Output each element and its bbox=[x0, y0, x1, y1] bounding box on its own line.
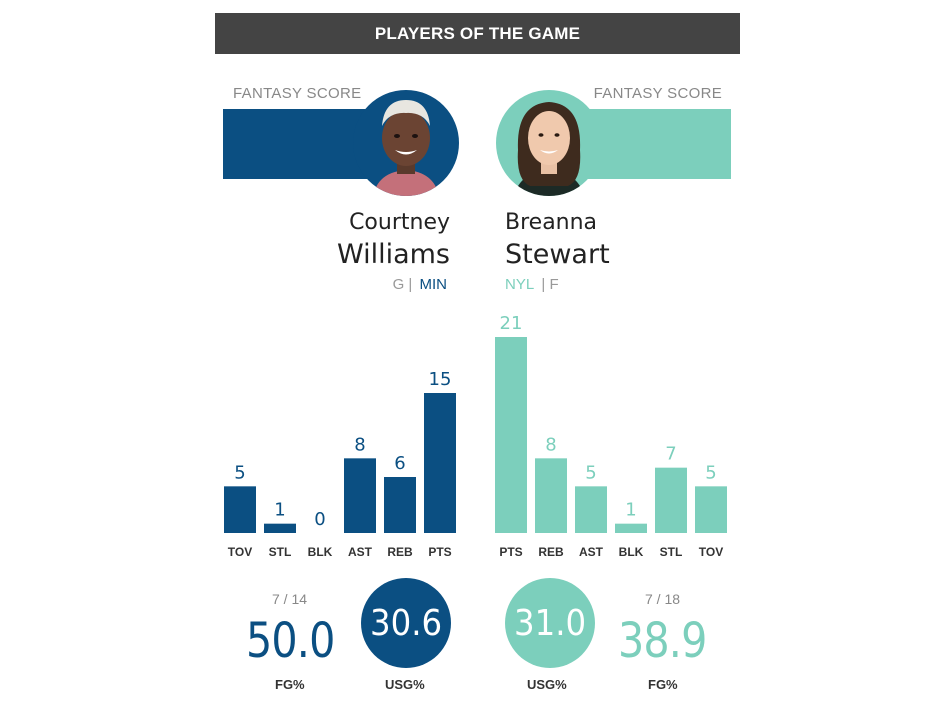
left-player-meta: G | MIN bbox=[393, 276, 450, 293]
right-value-label-tov: 5 bbox=[705, 462, 716, 483]
left-player-team: MIN bbox=[419, 276, 448, 293]
left-bar-reb bbox=[384, 477, 416, 533]
right-player-photo bbox=[496, 90, 602, 196]
players-of-the-game-panel: PLAYERS OF THE GAME FANTASY SCORE Courtn… bbox=[215, 13, 740, 713]
right-bar-stl bbox=[655, 467, 687, 533]
left-fantasy-score-label: FANTASY SCORE bbox=[233, 85, 362, 102]
left-usage-circle: 30.6 bbox=[361, 578, 451, 668]
right-player-meta: NYL | F bbox=[505, 276, 559, 293]
left-player-position: G bbox=[392, 276, 405, 293]
left-value-label-reb: 6 bbox=[394, 453, 405, 474]
right-usage-value: 31.0 bbox=[513, 602, 587, 644]
left-category-label-reb: REB bbox=[387, 545, 413, 559]
right-bar-ast bbox=[575, 486, 607, 533]
left-player-first-name: Courtney bbox=[349, 210, 450, 235]
left-bar-ast bbox=[344, 458, 376, 533]
right-value-label-ast: 5 bbox=[585, 462, 596, 483]
left-player-photo bbox=[353, 90, 459, 196]
right-fantasy-score-label: FANTASY SCORE bbox=[593, 85, 722, 102]
right-category-label-reb: REB bbox=[538, 545, 564, 559]
left-value-label-stl: 1 bbox=[274, 500, 285, 521]
right-fg-label: FG% bbox=[648, 677, 678, 692]
left-usage-label: USG% bbox=[385, 677, 425, 692]
left-fg-fraction: 7 / 14 bbox=[272, 591, 308, 607]
right-player-position: F bbox=[549, 276, 559, 293]
right-fg-fraction: 7 / 18 bbox=[645, 591, 681, 607]
panel-title: PLAYERS OF THE GAME bbox=[374, 23, 581, 43]
panel-header: PLAYERS OF THE GAME bbox=[215, 13, 740, 54]
left-value-label-pts: 15 bbox=[429, 369, 452, 390]
right-category-label-tov: TOV bbox=[699, 545, 723, 559]
right-value-label-stl: 7 bbox=[665, 444, 676, 465]
left-fg-label: FG% bbox=[275, 677, 305, 692]
right-value-label-reb: 8 bbox=[545, 434, 556, 455]
left-bar-tov bbox=[224, 486, 256, 533]
right-player-last-name: Stewart bbox=[505, 239, 610, 270]
right-usage-circle: 31.0 bbox=[505, 578, 595, 668]
left-value-label-blk: 0 bbox=[314, 509, 325, 530]
right-value-label-pts: 21 bbox=[500, 313, 523, 334]
left-player-last-name: Williams bbox=[336, 239, 450, 270]
right-player-separator: | bbox=[541, 276, 546, 293]
right-bar-pts bbox=[495, 337, 527, 533]
right-bar-blk bbox=[615, 523, 647, 533]
left-category-label-blk: BLK bbox=[308, 545, 333, 559]
right-category-label-stl: STL bbox=[660, 545, 683, 559]
right-bar-reb bbox=[535, 458, 567, 533]
left-fg-percentage: 50.0 bbox=[246, 613, 335, 669]
right-category-label-pts: PTS bbox=[499, 545, 522, 559]
right-bar-tov bbox=[695, 486, 727, 533]
right-fg-percentage: 38.9 bbox=[618, 613, 707, 669]
right-usage-label: USG% bbox=[527, 677, 567, 692]
left-usage-value: 30.6 bbox=[369, 602, 443, 644]
right-value-label-blk: 1 bbox=[625, 500, 636, 521]
left-player-separator: | bbox=[408, 276, 413, 293]
left-bar-pts bbox=[424, 393, 456, 533]
right-player-team: NYL bbox=[505, 276, 535, 293]
left-category-label-ast: AST bbox=[348, 545, 373, 559]
right-player-first-name: Breanna bbox=[505, 210, 598, 235]
left-value-label-tov: 5 bbox=[234, 462, 245, 483]
player-stats-bar-charts: 5 TOV 1 STL 0 BLK 8 AST 6 REB 15 PTS 21 PTS 8 REB 5 AST 1 B… bbox=[224, 313, 727, 559]
left-category-label-stl: STL bbox=[269, 545, 292, 559]
left-category-label-pts: PTS bbox=[428, 545, 451, 559]
left-value-label-ast: 8 bbox=[354, 434, 365, 455]
left-category-label-tov: TOV bbox=[228, 545, 252, 559]
right-category-label-blk: BLK bbox=[619, 545, 644, 559]
left-bar-stl bbox=[264, 523, 296, 533]
right-category-label-ast: AST bbox=[579, 545, 604, 559]
